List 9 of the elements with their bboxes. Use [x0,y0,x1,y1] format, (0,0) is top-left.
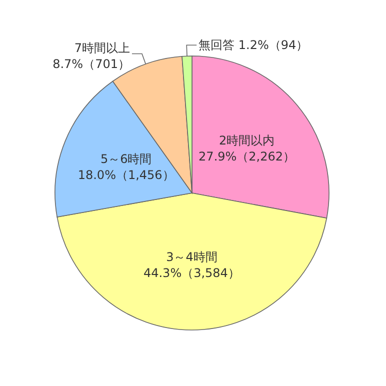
data-label: 18.0%（1,456） [78,168,174,182]
slice-label: 2時間以内 [218,133,275,148]
slice-label: 5～6時間 [100,152,152,166]
slice-label: 7時間以上 [74,40,130,55]
data-label: 27.9%（2,262） [198,149,296,164]
slice-label: 無回答 1.2%（94） [198,38,308,52]
slice-label: 3～4時間 [166,250,218,264]
data-label: 44.3%（3,584） [143,266,240,280]
data-label: 8.7%（701） [52,56,130,71]
